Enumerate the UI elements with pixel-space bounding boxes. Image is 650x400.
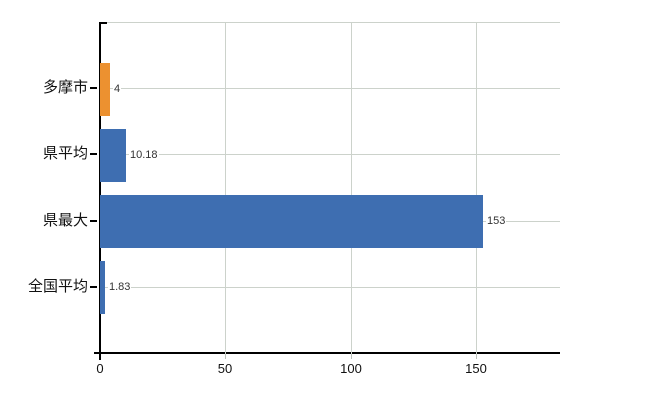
x-axis: [94, 352, 560, 354]
x-tick-label: 0: [96, 361, 104, 376]
category-label: 全国平均: [27, 278, 88, 295]
vertical-gridline: [225, 23, 226, 354]
x-tick-label: 100: [340, 361, 362, 376]
x-axis-tick: [476, 354, 477, 359]
x-axis-tick: [225, 354, 226, 359]
x-tick-label: 150: [465, 361, 487, 376]
bar-value-label: 1.83: [108, 280, 132, 295]
horizontal-gridline: [100, 88, 560, 89]
plot-area: 4 10.18 153 1.83: [100, 22, 560, 354]
category-label: 県平均: [42, 145, 88, 162]
x-tick-label: 50: [217, 361, 233, 376]
category-label: 県最大: [42, 212, 88, 229]
bar: [100, 195, 483, 248]
y-axis-tick: [90, 87, 97, 89]
bar-value-label: 153: [486, 214, 507, 229]
bar: [100, 129, 126, 182]
x-axis-tick: [351, 354, 352, 359]
y-axis-tick: [90, 220, 97, 222]
y-axis-top-tick: [101, 22, 107, 24]
horizontal-gridline: [100, 287, 560, 288]
bar: [100, 261, 105, 314]
y-axis-tick: [90, 286, 97, 288]
category-label: 多摩市: [42, 79, 88, 96]
bar-value-label: 4: [113, 82, 122, 97]
y-axis: [99, 22, 101, 360]
bar-value-label: 10.18: [129, 148, 159, 163]
y-axis-tick: [90, 153, 97, 155]
horizontal-gridline: [100, 154, 560, 155]
vertical-gridline: [476, 23, 477, 354]
bar: [100, 63, 110, 116]
vertical-gridline: [351, 23, 352, 354]
